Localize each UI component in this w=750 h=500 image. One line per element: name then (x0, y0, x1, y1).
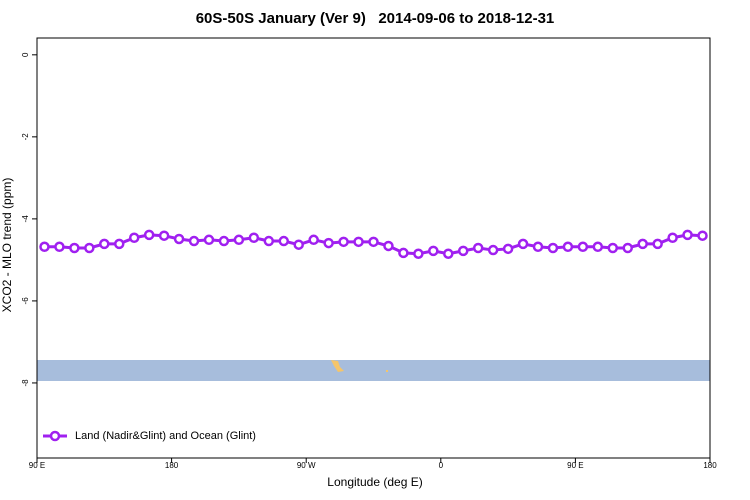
point (517, 238, 529, 250)
point (338, 236, 349, 248)
x-tick-label: 180 (703, 461, 717, 470)
x-tick-label: 0 (439, 461, 444, 470)
point (637, 238, 648, 250)
x-tick-label: 180 (165, 461, 179, 470)
point (443, 248, 454, 259)
legend-marker (49, 430, 61, 442)
point (622, 242, 633, 254)
chart-title: 60S-50S January (Ver 9) 2014-09-06 to 20… (196, 10, 555, 27)
y-tick-label: -2 (21, 133, 30, 141)
point (39, 241, 50, 253)
y-tick-label: -6 (21, 297, 30, 305)
point (308, 234, 319, 246)
point (54, 241, 65, 253)
x-tick-label: 90 E (567, 461, 583, 470)
x-axis-label: Longitude (deg E) (327, 475, 422, 489)
point (143, 229, 155, 241)
point (592, 241, 604, 253)
point (248, 232, 260, 243)
point (472, 242, 484, 254)
y-tick-label: 0 (21, 52, 30, 57)
point (532, 241, 544, 253)
point (667, 232, 678, 243)
point (278, 235, 290, 247)
point (203, 234, 215, 246)
point (428, 245, 439, 257)
point (69, 242, 80, 254)
point (502, 243, 514, 255)
map-land (386, 370, 388, 372)
point (697, 230, 708, 241)
point (353, 236, 364, 248)
point (99, 238, 110, 250)
point (293, 239, 304, 250)
x-tick-label: 90 E (29, 461, 45, 470)
point (682, 229, 693, 241)
map-land (331, 360, 344, 372)
point (263, 235, 275, 247)
point (398, 247, 409, 259)
y-tick-label: -4 (21, 215, 30, 223)
x-tick-label: 90 W (297, 461, 316, 470)
point (607, 242, 619, 254)
point (562, 241, 574, 253)
legend-label: Land (Nadir&Glint) and Ocean (Glint) (75, 430, 256, 442)
point (323, 237, 334, 249)
point (487, 244, 499, 256)
y-axis-label: XCO2 - MLO trend (ppm) (0, 178, 14, 313)
y-tick-label: -8 (21, 379, 30, 387)
point (577, 241, 589, 253)
point (188, 235, 200, 247)
point (233, 234, 245, 246)
point (158, 230, 170, 241)
point (457, 245, 469, 257)
point (368, 236, 379, 248)
point (128, 232, 140, 243)
map-strip (37, 360, 710, 381)
point (383, 240, 394, 252)
point (84, 242, 95, 254)
point (652, 238, 663, 250)
point (218, 235, 230, 247)
point (114, 238, 125, 250)
plot-frame (36, 37, 711, 459)
point (413, 248, 424, 259)
point (173, 233, 185, 245)
point (547, 242, 559, 254)
